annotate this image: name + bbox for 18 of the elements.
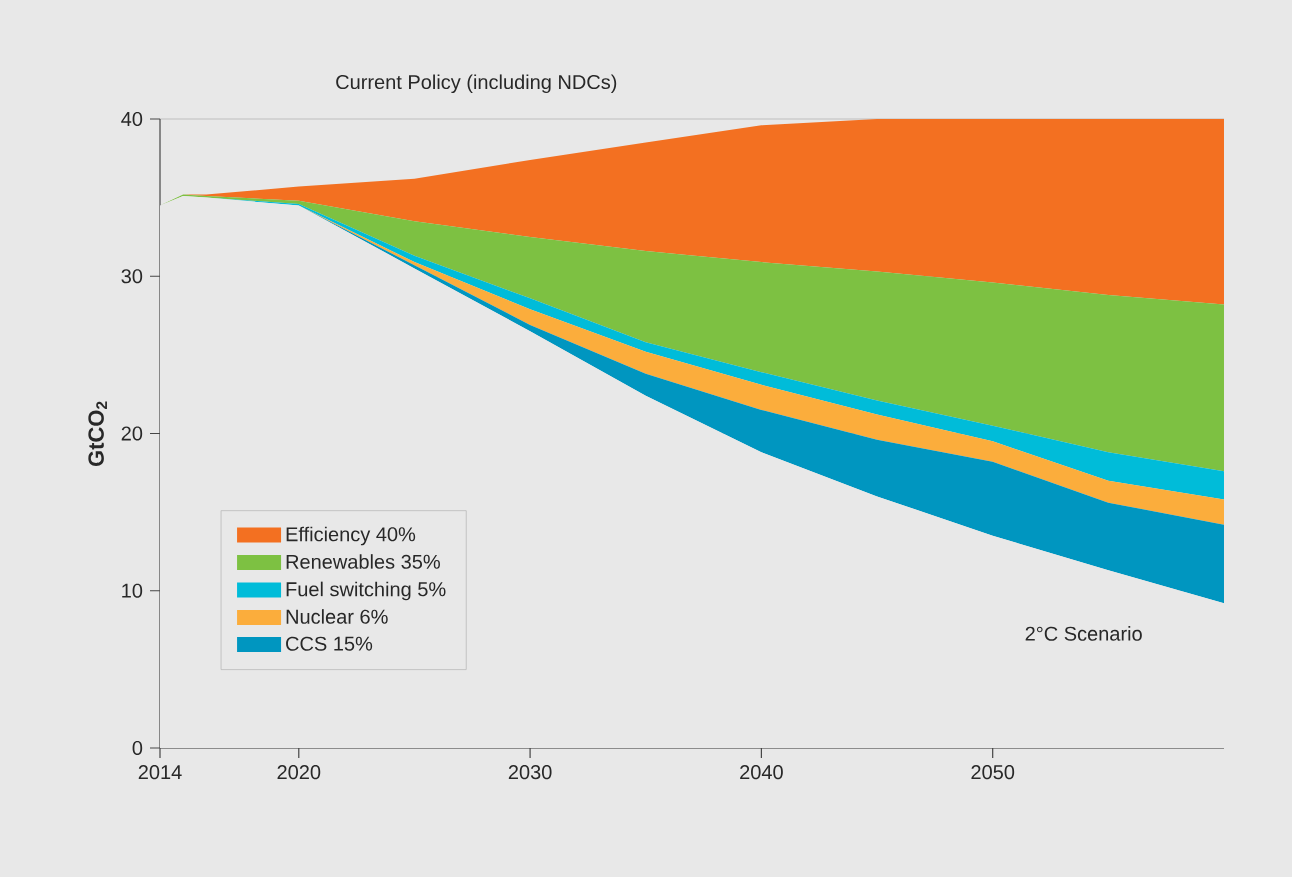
legend-label: Renewables 35% xyxy=(286,554,440,569)
y-axis-title: GtCO$_{2}$ xyxy=(88,401,107,467)
legend-label: Fuel switching 5% xyxy=(286,581,446,601)
y-tick-label: 0 xyxy=(132,740,143,756)
legend-label: Efficiency 40% xyxy=(286,526,416,546)
legend-label: CCS 15% xyxy=(286,636,373,651)
x-tick-label: 2014 xyxy=(138,765,182,780)
annotation: 2°C Scenario xyxy=(1025,626,1142,641)
text: Current Policy (including NDCs) xyxy=(336,74,617,94)
x-tick-label: 2020 xyxy=(277,765,321,780)
x-tick-label: 2050 xyxy=(971,765,1015,780)
y-tick-label: 30 xyxy=(121,269,143,284)
legend-label: Nuclear 6% xyxy=(286,609,388,624)
y-tick-label: 10 xyxy=(122,583,143,598)
y-tick-label: 20 xyxy=(121,426,143,441)
x-tick-label: 2040 xyxy=(740,765,783,780)
x-tick-label: 2030 xyxy=(508,765,552,780)
y-tick-label: 40 xyxy=(121,111,143,127)
